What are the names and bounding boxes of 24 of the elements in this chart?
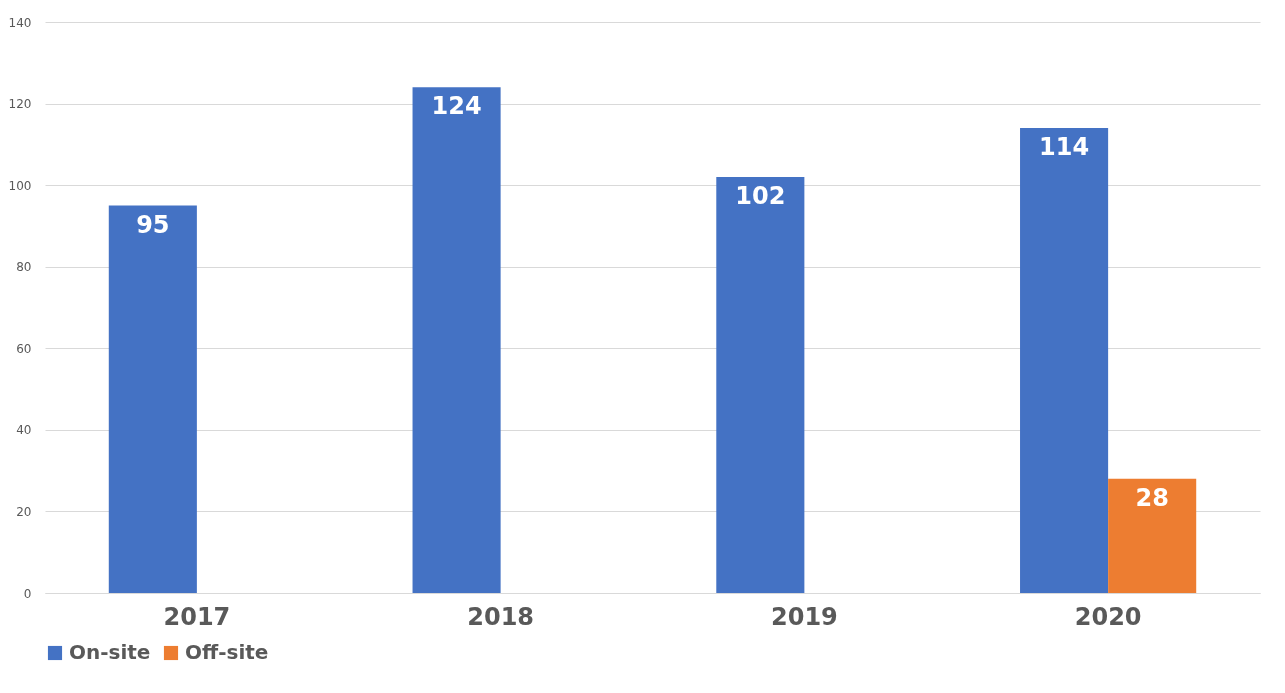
y-tick-label: 40 (16, 423, 32, 438)
y-tick-label: 60 (16, 341, 32, 356)
bar (108, 205, 197, 593)
y-tick-label: 140 (8, 15, 32, 30)
y-tick-label: 120 (8, 97, 32, 112)
y-tick-label: 0 (23, 586, 32, 601)
y-tick-label: 80 (16, 260, 32, 275)
data-label: 28 (1135, 483, 1169, 512)
x-tick-label: 2017 (163, 602, 231, 631)
bar (1020, 128, 1109, 593)
bar (716, 176, 805, 593)
data-label: 124 (431, 92, 482, 121)
x-tick-label: 2020 (1074, 602, 1142, 631)
x-tick-label: 2018 (467, 602, 535, 631)
data-label: 102 (735, 181, 786, 210)
data-label: 114 (1039, 133, 1090, 162)
bar (412, 87, 501, 593)
x-tick-label: 2019 (770, 602, 838, 631)
legend-label: Off-site (185, 640, 269, 664)
data-label: 95 (136, 210, 170, 239)
y-tick-label: 100 (8, 178, 32, 193)
legend-label: On-site (69, 640, 151, 664)
y-tick-label: 20 (16, 504, 32, 519)
bar (1108, 478, 1197, 593)
